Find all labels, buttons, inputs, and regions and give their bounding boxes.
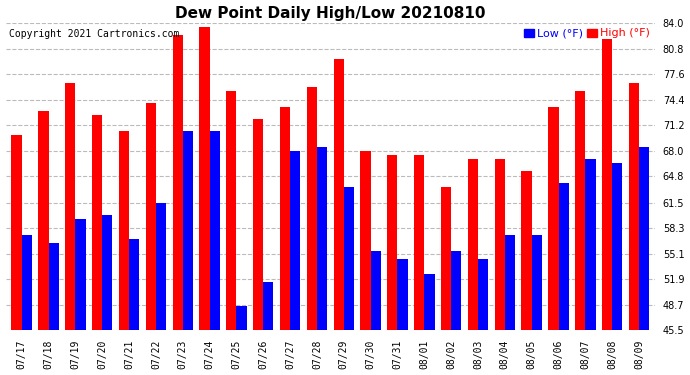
Text: Copyright 2021 Cartronics.com: Copyright 2021 Cartronics.com	[9, 29, 179, 39]
Bar	[129, 238, 139, 330]
Bar	[414, 155, 424, 330]
Bar	[48, 243, 59, 330]
Bar	[280, 107, 290, 330]
Bar	[549, 107, 558, 330]
Bar	[307, 87, 317, 330]
Bar	[237, 306, 246, 330]
Bar	[639, 147, 649, 330]
Bar	[264, 282, 273, 330]
Bar	[468, 159, 478, 330]
Bar	[441, 187, 451, 330]
Bar	[397, 258, 408, 330]
Bar	[522, 171, 532, 330]
Bar	[183, 131, 193, 330]
Bar	[65, 83, 75, 330]
Bar	[451, 251, 462, 330]
Bar	[12, 135, 21, 330]
Bar	[39, 111, 48, 330]
Bar	[210, 131, 220, 330]
Bar	[629, 83, 639, 330]
Bar	[92, 115, 102, 330]
Bar	[495, 159, 505, 330]
Bar	[602, 39, 612, 330]
Bar	[333, 59, 344, 330]
Bar	[387, 155, 397, 330]
Bar	[146, 103, 156, 330]
Bar	[612, 163, 622, 330]
Bar	[290, 151, 300, 330]
Bar	[360, 151, 371, 330]
Bar	[21, 235, 32, 330]
Bar	[424, 274, 435, 330]
Bar	[575, 91, 585, 330]
Bar	[253, 119, 264, 330]
Bar	[172, 35, 183, 330]
Bar	[119, 131, 129, 330]
Bar	[505, 235, 515, 330]
Bar	[585, 159, 595, 330]
Bar	[532, 235, 542, 330]
Bar	[478, 258, 489, 330]
Legend: Low (°F), High (°F): Low (°F), High (°F)	[524, 28, 650, 38]
Bar	[102, 214, 112, 330]
Bar	[317, 147, 327, 330]
Bar	[156, 202, 166, 330]
Bar	[558, 183, 569, 330]
Bar	[75, 219, 86, 330]
Title: Dew Point Daily High/Low 20210810: Dew Point Daily High/Low 20210810	[175, 6, 486, 21]
Bar	[226, 91, 237, 330]
Bar	[199, 27, 210, 330]
Bar	[371, 251, 381, 330]
Bar	[344, 187, 354, 330]
